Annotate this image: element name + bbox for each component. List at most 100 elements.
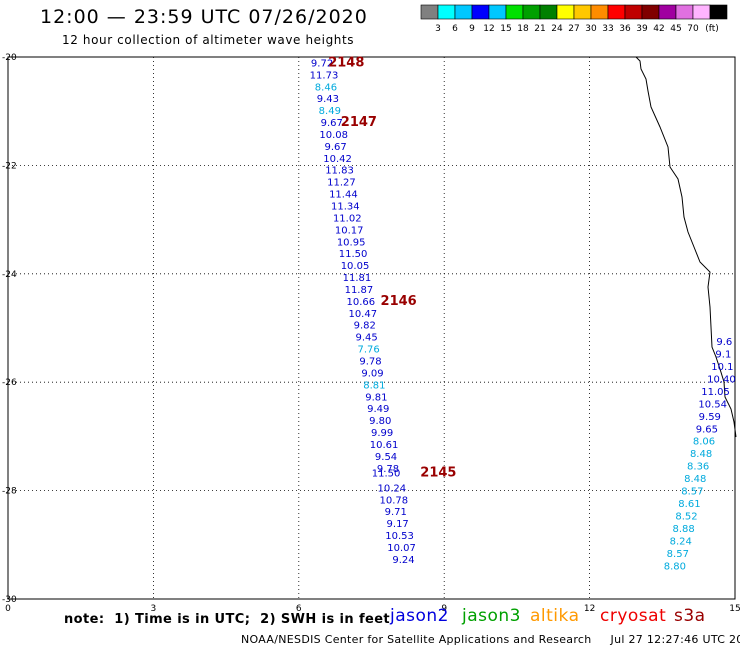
sat-legend-cryosat: cryosat — [600, 606, 667, 626]
swh-value: 11.87 — [345, 285, 374, 296]
swh-value: 10.40 — [707, 374, 736, 385]
swh-value: 9.80 — [369, 416, 391, 427]
swh-value: 9.81 — [365, 392, 387, 403]
legend-unit: (ft) — [705, 24, 719, 34]
sat-legend-jason3: jason3 — [462, 606, 521, 626]
legend-label: 3 — [435, 24, 441, 34]
swh-value: 10.42 — [323, 154, 352, 165]
swh-value: 9.43 — [317, 94, 339, 105]
swh-value: 8.06 — [693, 437, 715, 448]
legend-label: 39 — [636, 24, 648, 34]
legend-swatch — [709, 4, 728, 20]
swh-value: 10.24 — [378, 483, 407, 494]
x-tick-label: 6 — [296, 604, 302, 614]
swh-value: 11.05 — [701, 387, 730, 398]
pass-time-label: 2147 — [341, 115, 377, 130]
swh-value: 11.27 — [327, 178, 356, 189]
y-tick-label: -30 — [2, 595, 17, 605]
swh-value: 11.73 — [310, 70, 339, 81]
swh-value: 9.67 — [325, 142, 347, 153]
swh-value: 9.45 — [356, 333, 378, 344]
swh-value: 8.80 — [664, 561, 686, 572]
swh-value: 8.52 — [675, 512, 697, 523]
x-tick-label: 12 — [584, 604, 595, 614]
swh-value: 10.47 — [348, 309, 377, 320]
swh-value: 8.24 — [670, 536, 692, 547]
swh-value: 10.66 — [347, 297, 376, 308]
y-tick-label: -22 — [2, 161, 17, 171]
pass-time-label: 2145 — [420, 466, 456, 481]
swh-value: 10.08 — [319, 130, 348, 141]
pass-time-label: 2146 — [381, 294, 417, 309]
y-tick-label: -26 — [2, 378, 17, 388]
legend-label: 33 — [602, 24, 613, 34]
swh-value: 11.81 — [343, 273, 372, 284]
swh-value: 8.57 — [681, 487, 703, 498]
legend-label: 45 — [670, 24, 681, 34]
legend-label: 6 — [452, 24, 458, 34]
swh-value: 9.6 — [716, 337, 732, 348]
swh-value: 10.1 — [711, 362, 733, 373]
chart-title: 12:00 — 23:59 UTC 07/26/2020 — [40, 6, 368, 28]
credit-line: NOAA/NESDIS Center for Satellite Applica… — [241, 633, 740, 646]
swh-value: 10.53 — [385, 531, 414, 542]
swh-value: 8.81 — [363, 380, 385, 391]
x-tick-label: 3 — [151, 604, 157, 614]
legend-label: 30 — [585, 24, 597, 34]
y-tick-label: -28 — [2, 487, 17, 497]
swh-value: 11.50 — [372, 469, 401, 480]
swh-value: 9.78 — [359, 357, 381, 368]
swh-value: 9.78 — [377, 464, 399, 475]
legend-label: 18 — [517, 24, 529, 34]
swh-value: 9.67 — [321, 118, 343, 129]
legend-label: 24 — [551, 24, 563, 34]
swh-value: 10.17 — [335, 225, 364, 236]
legend-label: 27 — [568, 24, 579, 34]
legend-label: 70 — [687, 24, 699, 34]
swh-value: 8.48 — [690, 449, 712, 460]
swh-value: 8.61 — [678, 499, 700, 510]
legend-label: 21 — [534, 24, 545, 34]
swh-value: 9.24 — [392, 555, 414, 566]
legend-label: 15 — [500, 24, 511, 34]
x-tick-label: 0 — [5, 604, 11, 614]
swh-value: 10.05 — [341, 261, 370, 272]
swh-value: 9.72 — [311, 58, 333, 69]
swh-value: 10.07 — [387, 543, 416, 554]
swh-value: 11.34 — [331, 202, 360, 213]
swh-value: 11.02 — [333, 213, 362, 224]
swh-value: 8.88 — [672, 524, 694, 535]
swh-value: 9.1 — [715, 349, 731, 360]
swh-value: 7.76 — [357, 345, 379, 356]
pass-time-label: 2148 — [328, 55, 364, 70]
swh-value: 9.59 — [699, 412, 721, 423]
legend-label: 9 — [469, 24, 475, 34]
sat-legend-s3a: s3a — [674, 606, 706, 626]
plot-frame — [7, 56, 736, 600]
sat-legend-jason2: jason2 — [390, 606, 449, 626]
swh-value: 10.95 — [337, 237, 366, 248]
y-tick-label: -20 — [2, 53, 17, 63]
footer-note: note: 1) Time is in UTC; 2) SWH is in fe… — [64, 612, 391, 627]
swh-value: 9.99 — [371, 428, 393, 439]
swh-value: 11.83 — [325, 166, 354, 177]
coastline — [635, 56, 737, 438]
chart-subtitle: 12 hour collection of altimeter wave hei… — [62, 33, 355, 47]
swh-value: 8.46 — [315, 82, 337, 93]
swh-value: 9.54 — [375, 452, 397, 463]
x-tick-label: 9 — [441, 604, 447, 614]
swh-value: 8.49 — [319, 106, 341, 117]
x-tick-label: 15 — [729, 604, 740, 614]
legend-label: 42 — [653, 24, 664, 34]
swh-value: 9.65 — [696, 424, 718, 435]
swh-value: 10.78 — [379, 495, 408, 506]
swh-value: 8.48 — [684, 474, 706, 485]
swh-value: 9.17 — [387, 519, 409, 530]
swh-value: 11.50 — [339, 249, 368, 260]
legend-label: 36 — [619, 24, 631, 34]
swh-value: 9.49 — [367, 404, 389, 415]
sat-legend-altika: altika — [530, 606, 580, 626]
swh-value: 10.54 — [698, 399, 727, 410]
swh-value: 9.71 — [385, 507, 407, 518]
